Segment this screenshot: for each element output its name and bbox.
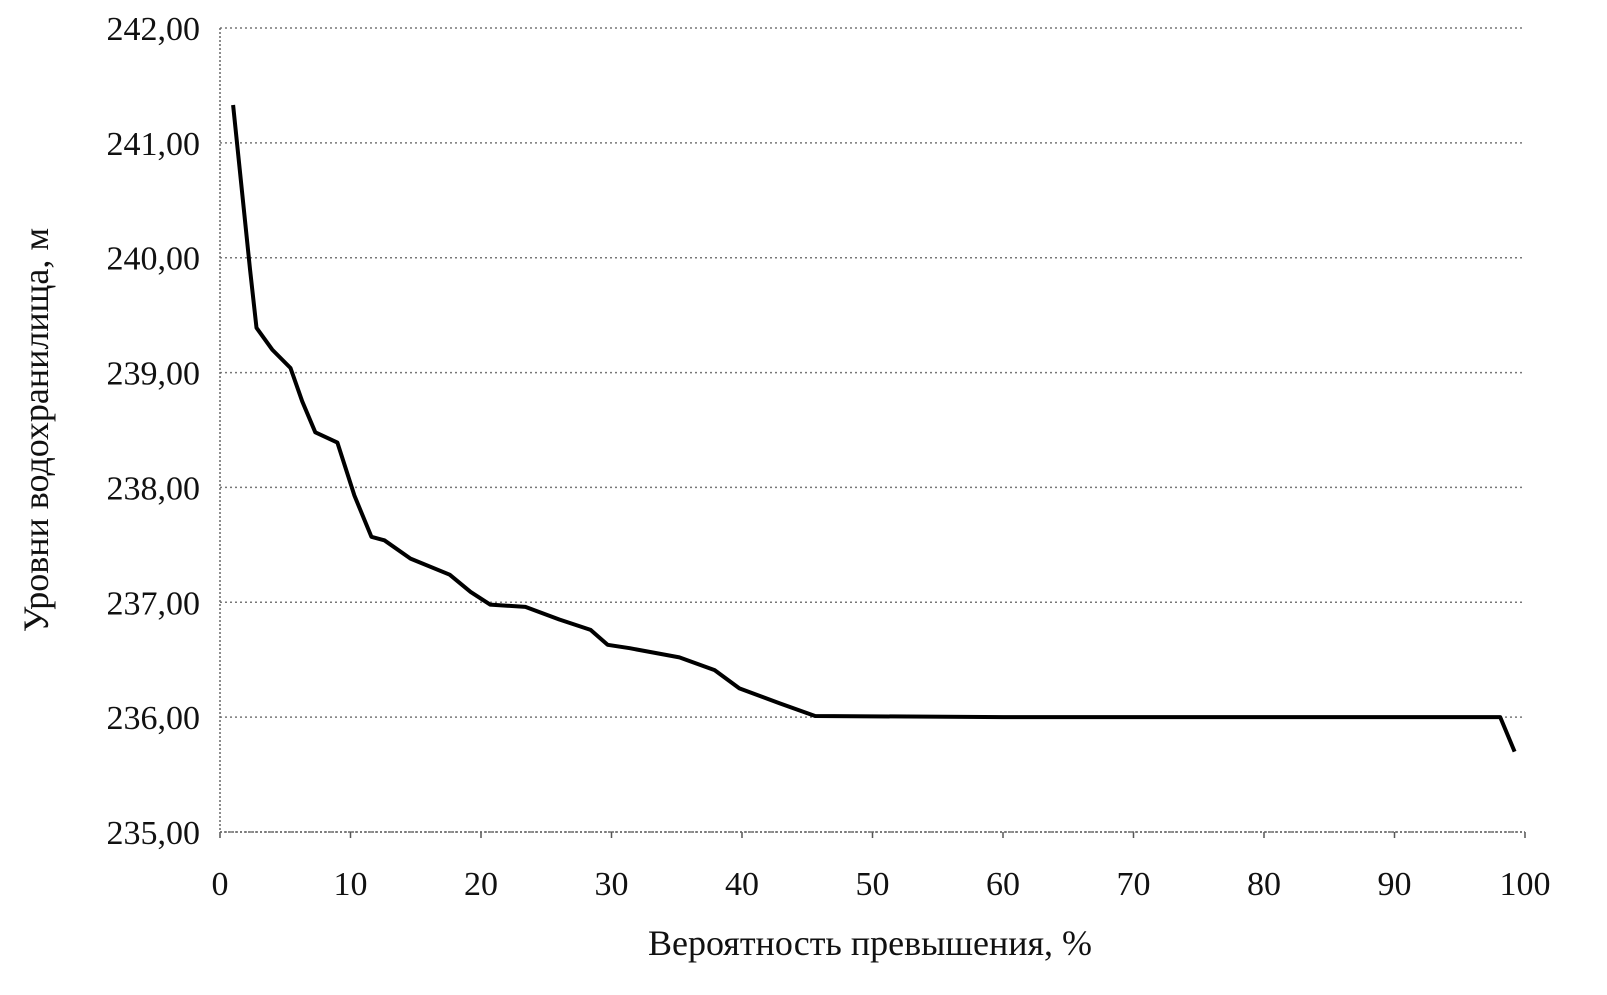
x-tick-label: 70 [1117,866,1151,903]
y-tick-label: 238,00 [107,470,201,507]
x-tick-label: 30 [595,866,629,903]
y-axis-label: Уровни водохранилища, м [16,228,56,632]
x-tick-label: 50 [856,866,890,903]
x-tick-label: 0 [212,866,229,903]
x-axis-label: Вероятность превышения, % [648,923,1092,963]
x-tick-label: 40 [725,866,759,903]
y-tick-label: 236,00 [107,700,201,737]
y-tick-label: 242,00 [107,11,201,48]
y-tick-label: 241,00 [107,126,201,163]
x-tick-label: 60 [986,866,1020,903]
x-tick-label: 90 [1378,866,1412,903]
y-tick-label: 235,00 [107,815,201,852]
x-tick-label: 20 [464,866,498,903]
y-tick-label: 240,00 [107,241,201,278]
series-line [231,104,1517,753]
x-tick-label: 100 [1500,866,1551,903]
x-tick-label: 80 [1247,866,1281,903]
y-tick-label: 239,00 [107,356,201,393]
y-tick-label: 237,00 [107,585,201,622]
x-tick-label: 10 [334,866,368,903]
